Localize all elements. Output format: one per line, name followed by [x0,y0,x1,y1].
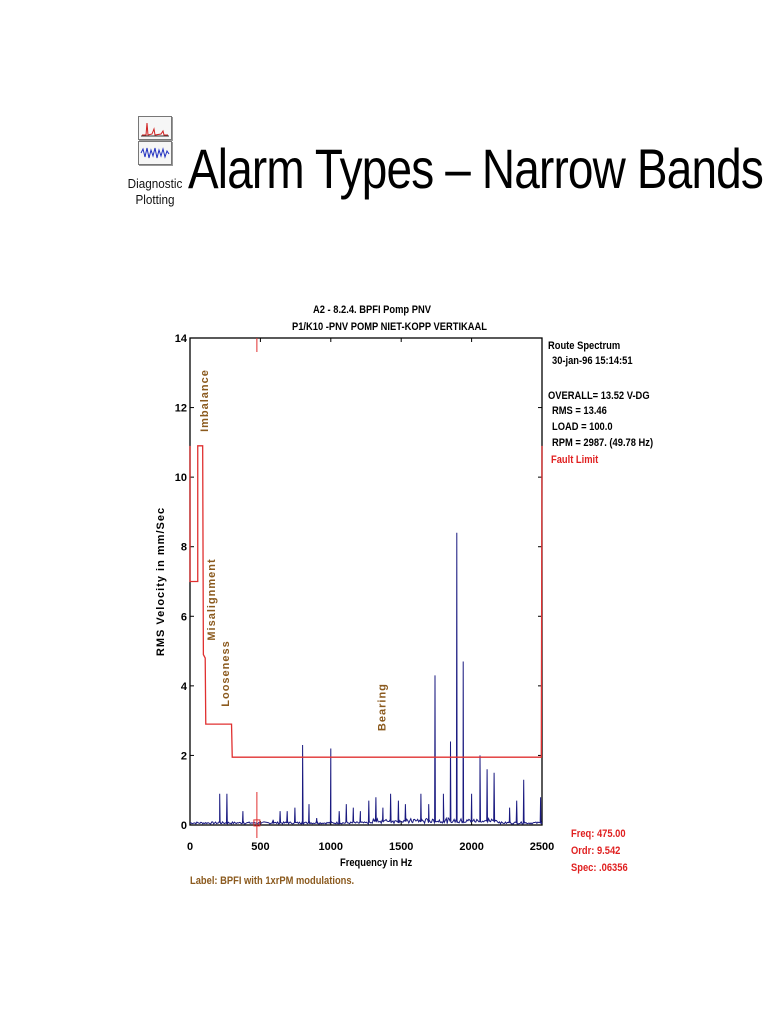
waveform-icon[interactable] [138,141,172,165]
x-tick-label: 0 [187,841,193,853]
cursor-marker [253,819,261,827]
y-tick-label: 8 [181,542,187,554]
page-title: Alarm Types – Narrow Bands [188,137,764,200]
rpm-value: RPM = 2987. (49.78 Hz) [552,437,654,449]
x-tick-label: 1000 [319,841,343,853]
datetime: 30-jan-96 15:14:51 [552,355,633,367]
cursor-spec: Spec: .06356 [571,862,628,874]
y-axis-label: RMS Velocity in mm/Sec [155,507,167,656]
x-tick-label: 1500 [389,841,413,853]
route-spectrum: Route Spectrum [548,340,621,352]
y-tick-label: 2 [181,750,187,762]
spectrum-icon[interactable] [138,116,172,140]
annotation-misalignment: Misalignment [206,558,218,640]
x-tick-label: 2000 [459,841,483,853]
fault-limit-line [189,445,543,758]
app-label: Diagnostic Plotting [127,176,183,208]
overall-value: OVERALL= 13.52 V-DG [548,390,650,402]
annotation-looseness: Looseness [220,640,232,706]
chart-title-line2: P1/K10 -PNV POMP NIET-KOPP VERTIKAAL [292,321,488,333]
app-label-line1: Diagnostic [127,176,183,191]
y-tick-label: 14 [175,333,188,345]
plot-frame [189,337,543,826]
spectrum-line [189,532,543,826]
fault-limit-legend: Fault Limit [551,454,599,466]
cursor-ordr: Ordr: 9.542 [571,845,621,857]
x-axis-label: Frequency in Hz [340,857,413,869]
y-tick-label: 4 [181,681,188,693]
y-tick-label: 0 [181,820,187,832]
chart-title-line1: A2 - 8.2.4. BPFI Pomp PNV [313,304,431,316]
x-tick-label: 2500 [530,841,554,853]
annotation-imbalance: Imbalance [199,369,211,432]
y-tick-label: 10 [175,472,187,484]
rms-value: RMS = 13.46 [552,405,607,417]
y-tick-label: 6 [181,611,187,623]
y-tick-label: 12 [175,403,187,415]
annotation-bearing: Bearing [376,683,388,731]
app-label-line2: Plotting [135,192,175,207]
load-value: LOAD = 100.0 [552,421,613,433]
cursor-freq: Freq: 475.00 [571,828,626,840]
x-tick-label: 500 [251,841,269,853]
label-note: Label: BPFI with 1xrPM modulations. [190,875,355,887]
